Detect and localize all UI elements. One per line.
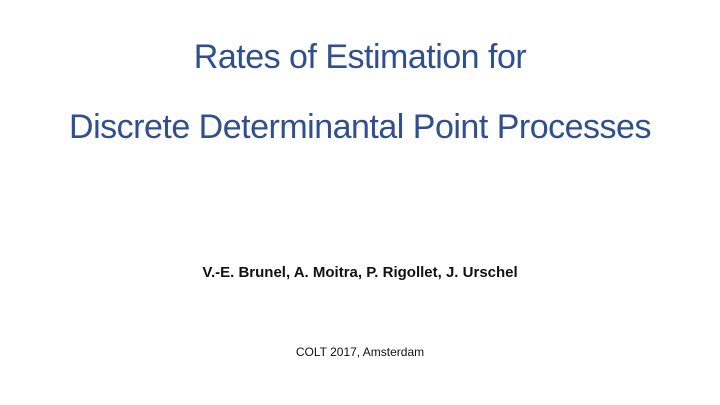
authors: V.-E. Brunel, A. Moitra, P. Rigollet, J.… xyxy=(202,264,518,281)
title-line: Discrete Determinantal Point Processes xyxy=(69,108,651,146)
title-line: Rates of Estimation for xyxy=(193,38,527,76)
venue: COLT 2017, Amsterdam xyxy=(295,345,425,359)
